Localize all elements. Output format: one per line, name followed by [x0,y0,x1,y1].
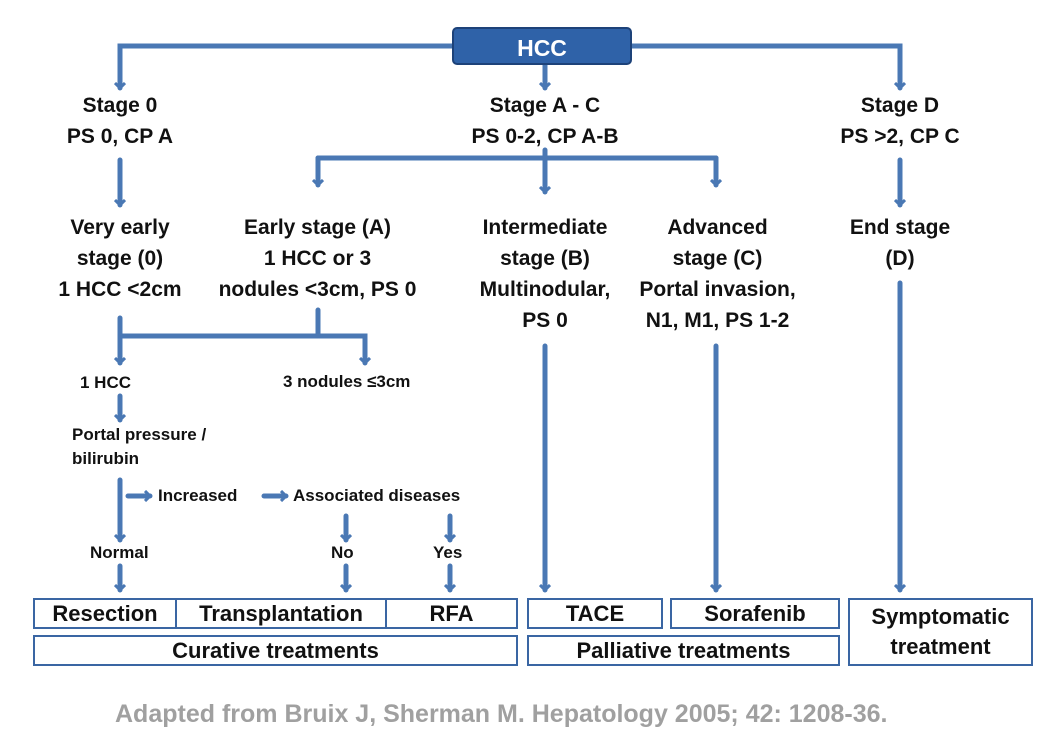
stage-ac-label: Stage A - C PS 0-2, CP A-B [471,94,619,148]
resection-box: Resection [33,598,177,629]
advanced-stage-label: Advanced stage (C) Portal invasion, N1, … [639,216,796,332]
portal-pressure-label: Portal pressure / bilirubin [72,425,207,468]
citation: Adapted from Bruix J, Sherman M. Hepatol… [115,700,888,728]
transplantation-box: Transplantation [175,598,387,629]
three-nodules-label: 3 nodules ≤3cm [283,372,411,391]
rfa-box: RFA [385,598,518,629]
sorafenib-box: Sorafenib [670,598,840,629]
increased-label: Increased [158,486,238,505]
symptomatic-treatment-box: Symptomatic treatment [848,598,1033,666]
no-label: No [331,543,354,562]
merge-3nodules [315,333,365,366]
hcc-root-node: HCC [452,27,632,65]
curative-treatments-box: Curative treatments [33,635,518,666]
very-early-stage-label: Very early stage (0) 1 HCC <2cm [58,216,182,301]
stage-0-label: Stage 0 PS 0, CP A [66,94,174,148]
yes-label: Yes [433,543,463,562]
root-bar-right [629,43,900,91]
root-bar [120,43,455,91]
intermediate-stage-label: Intermediate stage (B) Multinodular, PS … [479,216,611,332]
end-stage-label: End stage (D) [849,216,951,270]
normal-label: Normal [90,543,149,562]
palliative-treatments-box: Palliative treatments [527,635,840,666]
tace-box: TACE [527,598,663,629]
associated-diseases-label: Associated diseases [293,486,461,505]
merge-early [117,307,321,339]
stage-d-label: Stage D PS >2, CP C [840,94,960,148]
early-stage-label: Early stage (A) 1 HCC or 3 nodules <3cm,… [218,216,417,301]
one-hcc-label: 1 HCC [80,373,132,392]
